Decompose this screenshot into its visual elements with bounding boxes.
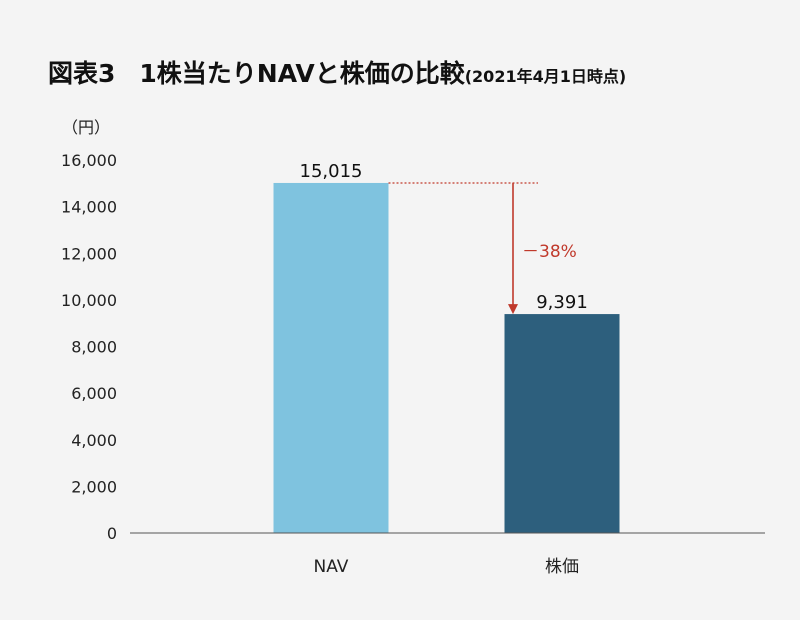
category-label: 株価: [545, 557, 579, 577]
y-tick-label: 10,000: [61, 291, 117, 310]
chart-title: 図表3 1株当たりNAVと株価の比較(2021年4月1日時点): [48, 54, 626, 90]
data-label: 9,391: [536, 292, 588, 313]
y-tick-label: 16,000: [61, 151, 117, 170]
percent-change-label: －38%: [522, 242, 577, 262]
figure-label: 図表3: [48, 59, 116, 88]
arrow-head: [508, 304, 518, 315]
y-tick-label: 8,000: [71, 338, 117, 357]
annotation: －38%: [388, 182, 577, 315]
y-axis-ticks: 0 2,000 4,000 6,000 8,000 10,000 12,000 14,000 1…: [61, 151, 117, 543]
y-tick-label: 2,000: [71, 477, 117, 496]
bar-2: [504, 314, 620, 533]
y-tick-label: 12,000: [61, 244, 117, 263]
y-tick-label: 14,000: [61, 198, 117, 217]
y-tick-label: 6,000: [71, 384, 117, 403]
y-tick-label: 4,000: [71, 431, 117, 450]
data-label: 15,015: [300, 161, 363, 182]
category-label: NAV: [314, 557, 349, 577]
y-unit-label: （円）: [62, 118, 110, 137]
y-tick-label: 0: [107, 524, 117, 543]
bars: 15,015 NAV 9,391 株価: [273, 161, 620, 577]
title-note: (2021年4月1日時点): [464, 67, 627, 86]
title-text: 1株当たりNAVと株価の比較: [139, 59, 465, 88]
bar-1: [273, 182, 389, 533]
